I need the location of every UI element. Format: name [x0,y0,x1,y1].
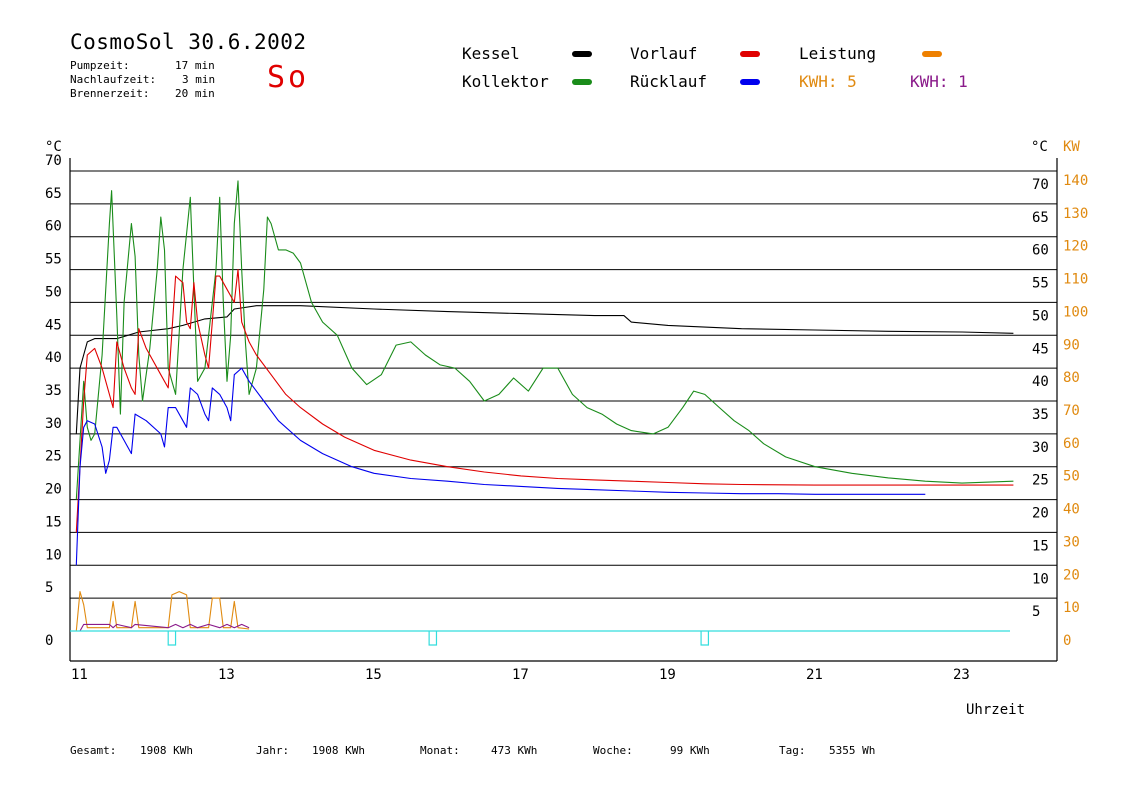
y-tick-right-25: 25 [1032,473,1049,489]
legend-vorlauf-marker [740,51,760,57]
y-tick-right-20: 20 [1032,506,1049,522]
pump-pulse-1 [428,631,438,646]
y-tick-kw-40: 40 [1063,502,1080,518]
series-line-0 [75,305,1014,434]
y-tick-left-55: 55 [45,252,62,268]
y-tick-kw-110: 110 [1063,272,1088,288]
y-tick-right-60: 60 [1032,243,1049,259]
y-tick-right-35: 35 [1032,407,1049,423]
legend-ruecklauf-marker [740,79,760,85]
footer-monat-label: Monat: [420,744,460,757]
power-line-1 [79,623,250,632]
y-tick-kw-10: 10 [1063,600,1080,616]
y-tick-left-15: 15 [45,514,62,530]
y-tick-right-5: 5 [1032,604,1040,620]
y-tick-kw-100: 100 [1063,304,1088,320]
footer-gesamt-value: 1908 KWh [140,744,193,757]
legend-kollektor-marker [572,79,592,85]
y-tick-left-45: 45 [45,317,62,333]
y-axis-unit-kw: KW [1063,139,1080,155]
legend-leistung-label: Leistung [799,44,877,63]
y-tick-kw-80: 80 [1063,370,1080,386]
legend-kwh-second: KWH: 1 [910,72,968,91]
x-tick-13: 13 [218,667,235,683]
footer-monat-value: 473 KWh [491,744,538,757]
y-tick-left-40: 40 [45,350,62,366]
y-axis-unit-left: °C [45,139,62,155]
x-tick-15: 15 [365,667,382,683]
y-tick-right-55: 55 [1032,276,1049,292]
y-tick-left-50: 50 [45,284,62,300]
y-tick-kw-130: 130 [1063,206,1088,222]
y-tick-left-5: 5 [45,580,53,596]
x-axis-label: Uhrzeit [966,702,1025,718]
y-tick-left-70: 70 [45,153,62,169]
y-tick-kw-70: 70 [1063,403,1080,419]
y-tick-kw-90: 90 [1063,337,1080,353]
y-tick-kw-30: 30 [1063,534,1080,550]
stat-value-nachlaufzeit: 3 min [182,73,216,86]
pump-pulse-2 [700,631,710,646]
footer-tag-value: 5355 Wh [829,744,876,757]
stat-label-nachlaufzeit: Nachlaufzeit: [70,73,157,86]
footer-woche-value: 99 KWh [670,744,710,757]
chart-title: CosmoSol 30.6.2002 [70,30,307,54]
y-tick-left-35: 35 [45,383,62,399]
y-tick-right-40: 40 [1032,374,1049,390]
stat-value-pumpzeit: 17 min [175,59,215,72]
footer-gesamt-label: Gesamt: [70,744,117,757]
y-tick-kw-120: 120 [1063,239,1088,255]
stat-label-brennerzeit: Brennerzeit: [70,87,150,100]
x-tick-23: 23 [953,667,970,683]
y-tick-right-65: 65 [1032,210,1049,226]
y-tick-kw-140: 140 [1063,173,1088,189]
series-line-3 [75,367,926,566]
y-tick-kw-60: 60 [1063,436,1080,452]
x-tick-17: 17 [512,667,529,683]
footer-jahr-value: 1908 KWh [312,744,365,757]
chart-ticks: 0 5 10 15 20 25 30 35 40 45 50 55 60 65 70 5 10 15 20 25 30 3… [45,153,1088,683]
y-tick-left-30: 30 [45,416,62,432]
y-axis-unit-right: °C [1031,139,1048,155]
y-tick-kw-50: 50 [1063,469,1080,485]
x-tick-21: 21 [806,667,823,683]
y-tick-kw-0: 0 [1063,633,1071,649]
legend-leistung-marker [922,51,942,57]
series-line-1 [75,180,1014,500]
y-tick-right-15: 15 [1032,538,1049,554]
legend-kwh-total: KWH: 5 [799,72,857,91]
series-line-2 [75,269,1014,533]
power-line-0 [75,591,250,632]
footer-woche-label: Woche: [593,744,633,757]
footer-tag-label: Tag: [779,744,806,757]
y-tick-left-20: 20 [45,482,62,498]
y-tick-right-30: 30 [1032,440,1049,456]
y-tick-right-70: 70 [1032,177,1049,193]
y-tick-left-60: 60 [45,219,62,235]
y-tick-right-10: 10 [1032,571,1049,587]
x-tick-19: 19 [659,667,676,683]
y-tick-left-10: 10 [45,547,62,563]
chart-axes [69,158,1058,662]
y-tick-left-0: 0 [45,633,53,649]
y-tick-right-50: 50 [1032,308,1049,324]
y-tick-right-45: 45 [1032,341,1049,357]
day-label: So [267,60,310,95]
x-tick-11: 11 [71,667,88,683]
footer-jahr-label: Jahr: [256,744,290,757]
pump-pulse-0 [167,631,177,646]
legend-vorlauf-label: Vorlauf [630,44,698,63]
stat-value-brennerzeit: 20 min [175,87,215,100]
y-tick-left-65: 65 [45,186,62,202]
legend-kessel-marker [572,51,592,57]
legend-ruecklauf-label: Rücklauf [630,72,708,91]
legend-kessel-label: Kessel [462,44,520,63]
chart-series [70,180,1014,646]
y-tick-kw-20: 20 [1063,567,1080,583]
y-tick-left-25: 25 [45,449,62,465]
stat-label-pumpzeit: Pumpzeit: [70,59,130,72]
legend-kollektor-label: Kollektor [462,72,549,91]
